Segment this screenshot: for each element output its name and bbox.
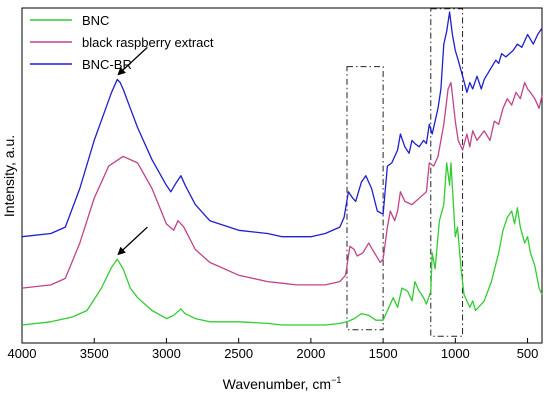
plot-frame	[21, 7, 543, 344]
legend-label: black raspberry extract	[82, 35, 214, 50]
y-axis-label: Intensity, a.u.	[1, 135, 17, 217]
x-axis-label-text: Wavenumber, cm	[223, 376, 331, 392]
x-tick-label: 2500	[224, 346, 253, 361]
arrow-icon	[118, 226, 148, 254]
x-axis-label-superscript: −1	[331, 375, 341, 385]
arrow-icon	[118, 46, 148, 74]
highlight-box	[430, 8, 464, 337]
legend-label: BNC-BR	[82, 57, 132, 72]
series-line-bnc	[21, 162, 543, 326]
x-tick-label: 1000	[441, 346, 470, 361]
arrowhead-icon	[117, 246, 126, 256]
x-tick-label: 3500	[80, 346, 109, 361]
series-layer	[21, 11, 543, 326]
x-axis-label: Wavenumber, cm−1	[223, 375, 342, 392]
x-tick-label: 500	[517, 346, 539, 361]
series-line-black-raspberry-extract	[21, 81, 543, 289]
x-tick-label: 2000	[296, 346, 325, 361]
series-line-bnc-br	[21, 11, 543, 238]
x-tick-label: 1500	[369, 346, 398, 361]
x-tick-label: 3000	[152, 346, 181, 361]
x-tick-label: 4000	[8, 346, 37, 361]
x-axis-ticks: 4000 3500 3000 2500 2000 1500 1000 500	[8, 338, 539, 361]
highlight-box	[346, 66, 384, 331]
arrowhead-icon	[117, 67, 126, 76]
legend: BNC black raspberry extract BNC-BR	[30, 13, 214, 72]
legend-label: BNC	[82, 13, 109, 28]
annotation-layer	[117, 8, 464, 337]
